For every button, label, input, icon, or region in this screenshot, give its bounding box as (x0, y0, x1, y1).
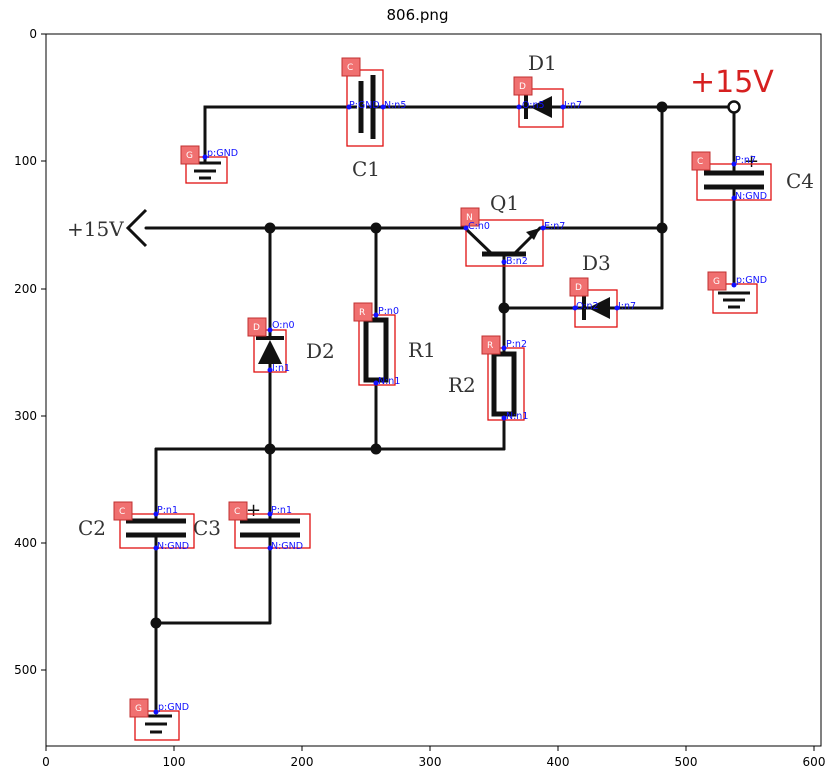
pin-r1-n: N:n1 (378, 376, 400, 387)
tag-g1: G (186, 151, 193, 161)
tag-g2: G (713, 277, 720, 287)
y-tick-label: 500 (14, 663, 37, 677)
capacitor-c1: C1 C P:GND N:n5 (320, 57, 406, 181)
capacitor-c4: + C4 C P:n7 N:GND (691, 134, 814, 202)
pin-q1-c: C:n0 (468, 221, 490, 232)
x-tick-label: 100 (163, 755, 186, 769)
label-d1: D1 (528, 51, 557, 75)
label-d2: D2 (306, 339, 335, 363)
tag-c4: C (697, 157, 703, 167)
resistor-r2: R2 R P:n2 N:n1 (448, 335, 528, 422)
pin-c4-p: P:n7 (735, 155, 756, 166)
label-c2: C2 (78, 516, 106, 540)
diode-d1: D1 D O:n5 I:n7 (496, 51, 582, 128)
diode-d3: D3 D O:n2 I:n7 (569, 251, 636, 328)
plot-frame (45, 33, 822, 747)
x-tick-label: 300 (419, 755, 442, 769)
pin-c1-n: N:n5 (384, 100, 406, 111)
pin-c1-p: P:GND (349, 100, 380, 111)
pin-c2-p: P:n1 (157, 505, 178, 516)
tag-d2: D (253, 323, 260, 333)
pin-g1: p:GND (207, 148, 238, 159)
x-tick-label: 500 (675, 755, 698, 769)
label-q1: Q1 (490, 191, 519, 215)
label-r1: R1 (408, 338, 436, 362)
y-tick-label: 400 (14, 536, 37, 550)
tag-q1: N (466, 213, 473, 223)
x-axis: 0 100 200 300 400 500 600 (42, 746, 825, 769)
pin-d2-o: O:n0 (272, 320, 295, 331)
tag-r2: R (487, 341, 493, 351)
pin-q1-e: E:n7 (544, 221, 565, 232)
wires (144, 105, 736, 714)
x-tick-label: 600 (803, 755, 826, 769)
pin-q1-b: B:n2 (506, 256, 528, 267)
pin-r2-n: N:n1 (506, 411, 528, 422)
pin-d1-o: O:n5 (522, 100, 545, 111)
x-tick-label: 400 (547, 755, 570, 769)
pin-d1-i: I:n7 (564, 100, 582, 111)
pin-c3-n: N:GND (271, 541, 303, 552)
capacitor-c3: + C3 C P:n1 N:GND (193, 500, 311, 552)
label-r2: R2 (448, 373, 476, 397)
junctions (150, 101, 668, 629)
label-d3: D3 (582, 251, 611, 275)
tag-g3: G (135, 704, 142, 714)
tag-c2: C (119, 507, 125, 517)
diode-d2: D2 D O:n0 I:n1 (247, 317, 335, 374)
figure-title: 806.png (386, 6, 449, 24)
tag-c3: C (234, 507, 240, 517)
terminal-icon (727, 100, 741, 114)
pin-c2-n: N:GND (157, 541, 189, 552)
y-tick-label: 300 (14, 409, 37, 423)
y-tick-label: 100 (14, 154, 37, 168)
x-tick-label: 0 (42, 755, 50, 769)
pin-g2: p:GND (736, 275, 767, 286)
pin-r1-p: P:n0 (378, 306, 399, 317)
pin-g3: p:GND (158, 702, 189, 713)
y-tick-label: 200 (14, 282, 37, 296)
transistor-q1: Q1 N C:n0 E:n7 B:n2 (460, 191, 565, 267)
pin-r2-p: P:n2 (506, 339, 527, 350)
tag-c1: C (347, 63, 353, 73)
label-c4: C4 (786, 169, 814, 193)
resistor-r1: R1 R P:n0 N:n1 (353, 302, 436, 387)
supply-label-top: +15V (690, 65, 774, 100)
tag-r1: R (359, 308, 365, 318)
label-c3: C3 (193, 516, 221, 540)
pin-d3-o: O:n2 (576, 301, 599, 312)
ground-g2: G p:GND (707, 271, 767, 314)
capacitor-c2: C2 C P:n1 N:GND (78, 501, 195, 552)
ground-g3: G p:GND (129, 698, 189, 741)
pin-d3-i: I:n7 (618, 301, 636, 312)
y-axis: 0 100 200 300 400 500 (14, 27, 46, 677)
pin-c4-n: N:GND (735, 191, 767, 202)
polarity-plus-icon: + (744, 151, 759, 172)
supply-label-left: +15V (67, 217, 124, 241)
polarity-plus-icon: + (246, 500, 261, 521)
supply-arrow-icon (125, 208, 148, 248)
pin-c3-p: P:n1 (271, 505, 292, 516)
label-c1: C1 (352, 157, 380, 181)
tag-d3: D (575, 283, 582, 293)
tag-d1: D (519, 82, 526, 92)
pin-d2-i: I:n1 (272, 363, 290, 374)
ground-g1: G p:GND (180, 142, 238, 184)
y-tick-label: 0 (29, 27, 37, 41)
x-tick-label: 200 (291, 755, 314, 769)
